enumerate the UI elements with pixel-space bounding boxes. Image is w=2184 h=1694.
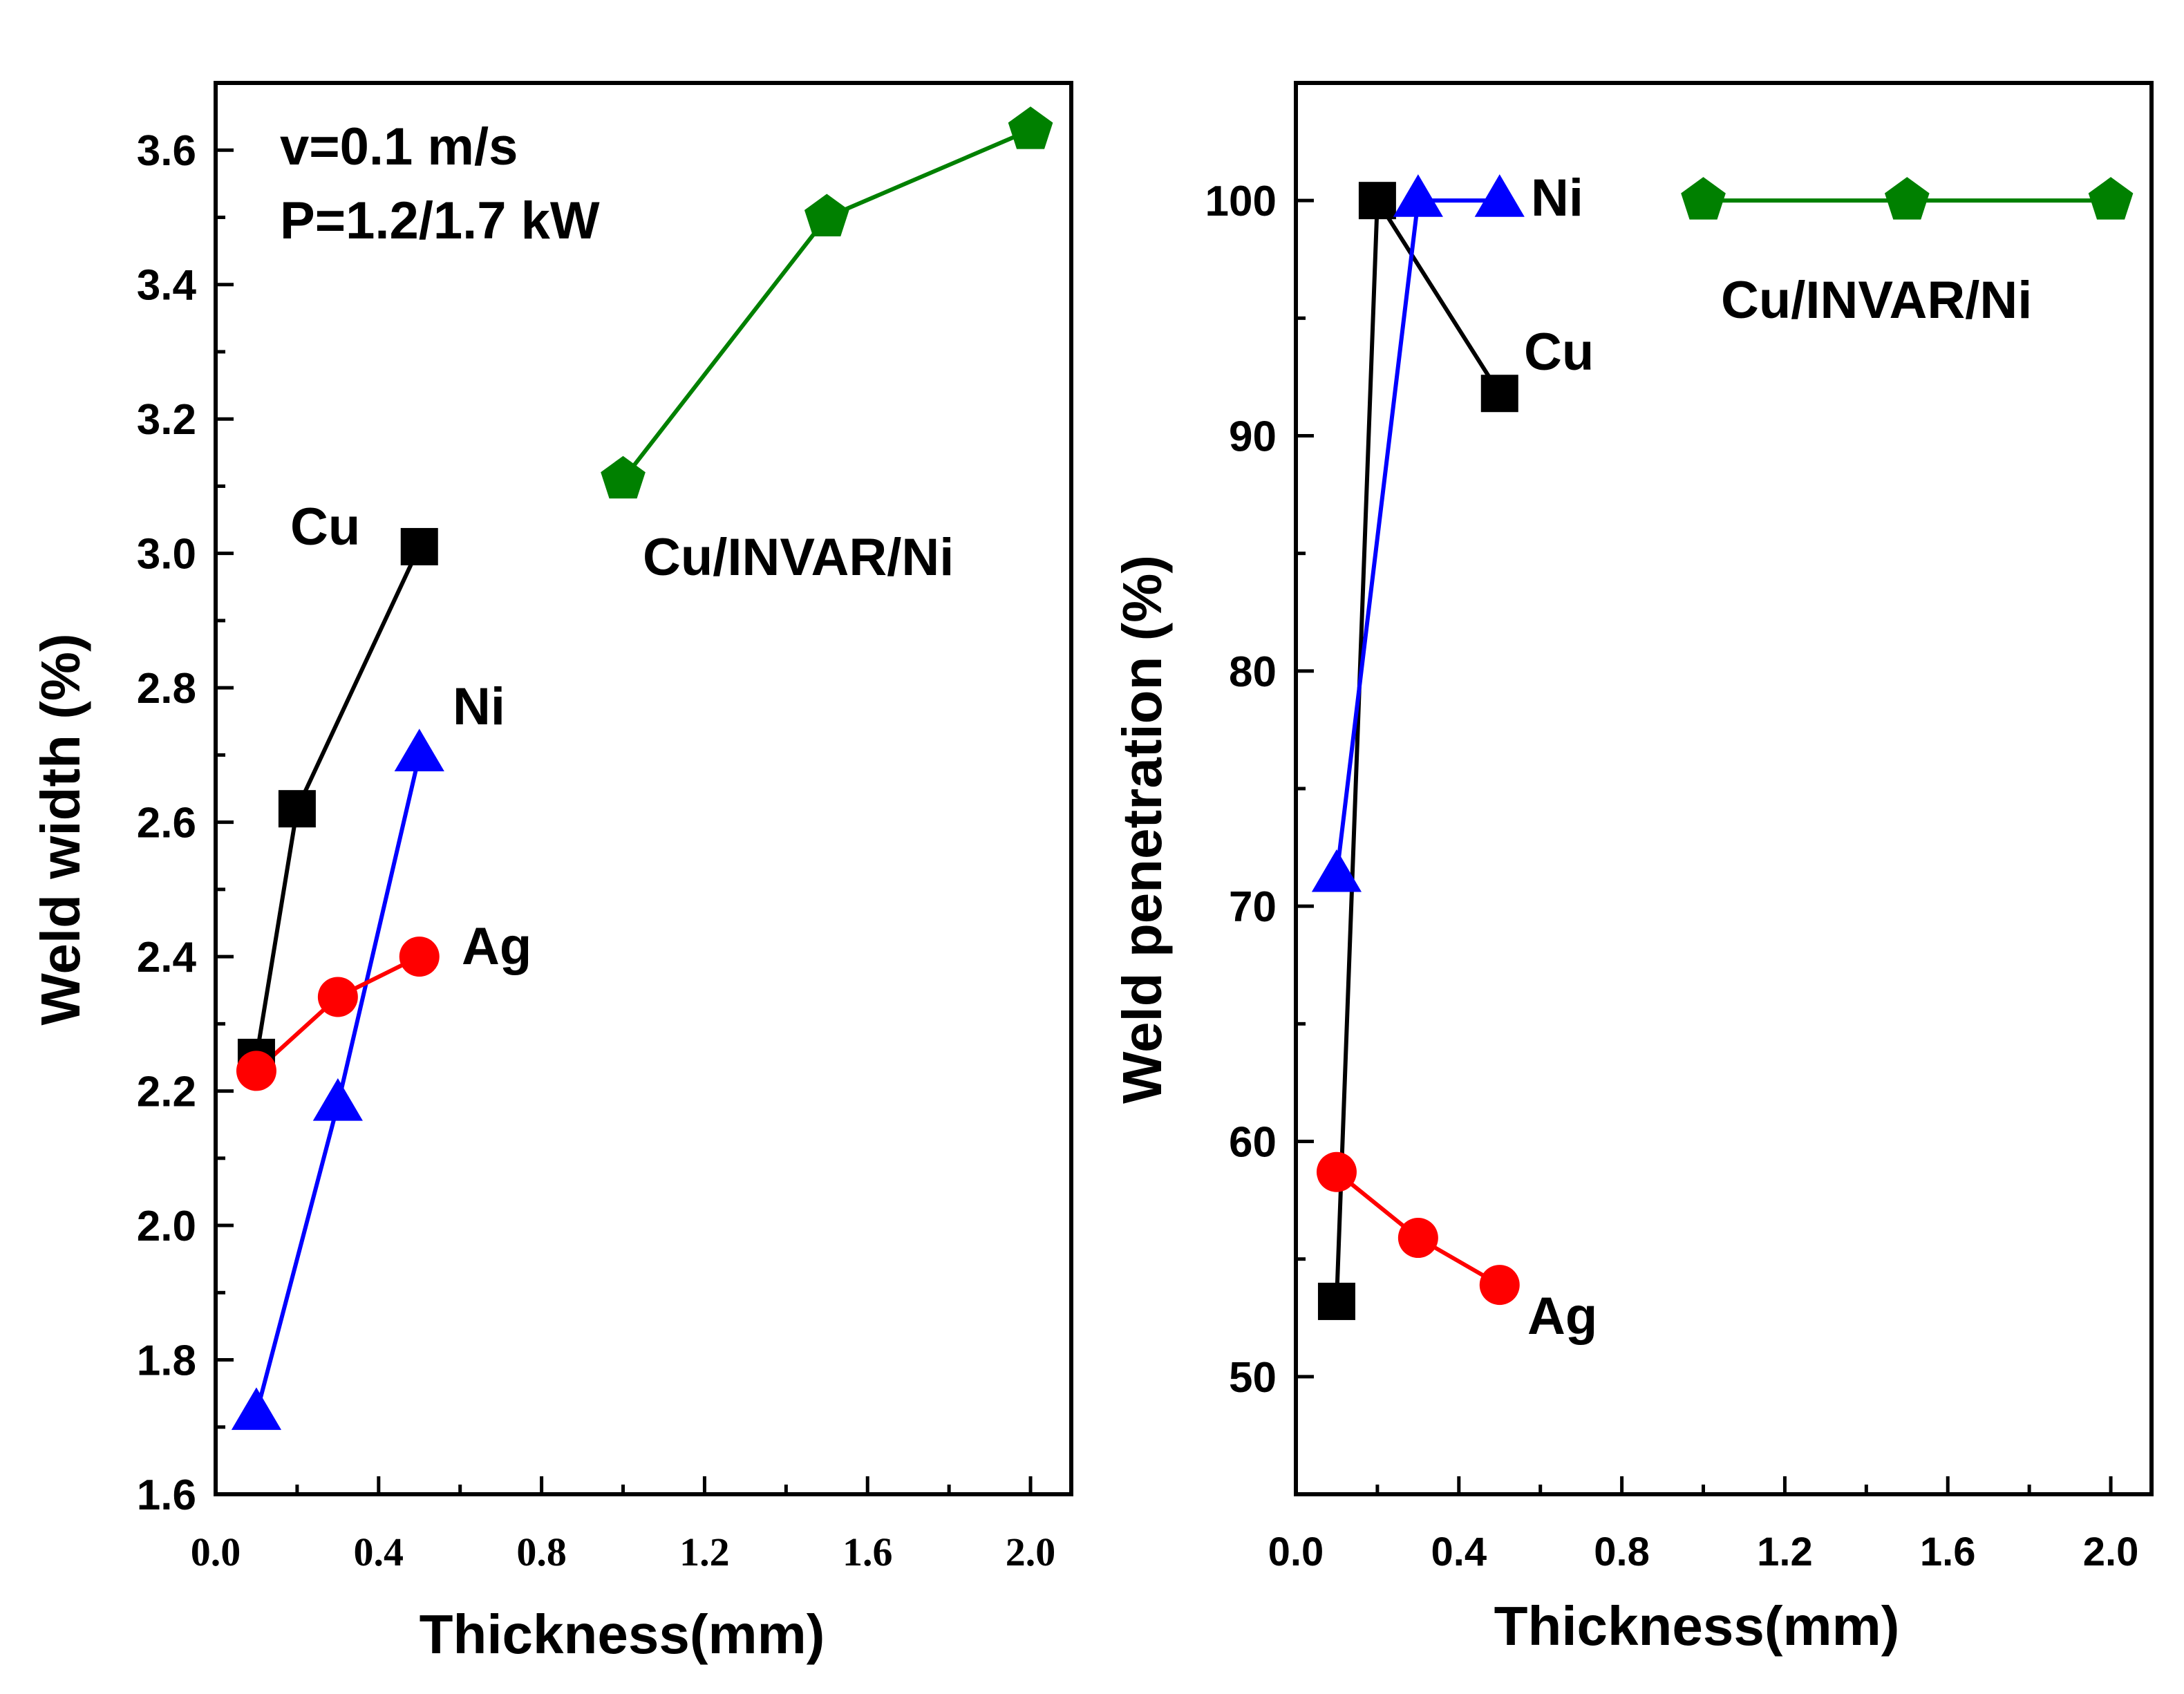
left-xtick-label-1: 0.4: [354, 1530, 404, 1574]
right-label-ag: Ag: [1527, 1287, 1597, 1346]
right-series-markers: [1311, 174, 2134, 1320]
right-point-cu-invar-ni-0: [1681, 177, 1726, 220]
left-ytick-label-1: 1.8: [137, 1337, 196, 1385]
left-ytick-label-10: 3.6: [137, 127, 196, 175]
left-point-ag-2: [399, 937, 440, 977]
left-label-cu-invar-ni: Cu/INVAR/Ni: [643, 528, 954, 587]
left-point-ni-0: [231, 1387, 282, 1430]
left-ytick-label-8: 3.2: [137, 396, 196, 444]
right-label-cu: Cu: [1524, 323, 1594, 382]
right-ytick-label-3: 80: [1229, 648, 1277, 696]
right-line-ni: [1334, 198, 1500, 876]
weld-width-chart: 1.6 1.8 2.0 2.2 2.4 2.6 2.8 3.0 3.2 3.4 3.6 0.0 0.4 0…: [30, 81, 1073, 1665]
left-ytick-label-6: 2.8: [137, 665, 196, 713]
right-x-axis-title: Thickness(mm): [1494, 1595, 1900, 1657]
left-point-cu-invar-ni-2: [1008, 106, 1053, 149]
left-point-cu-invar-ni-0: [601, 455, 646, 499]
right-point-cu-invar-ni-2: [2088, 177, 2134, 220]
left-point-ag-0: [236, 1051, 276, 1091]
right-point-cu-0: [1317, 1282, 1355, 1320]
right-point-ni-0: [1311, 849, 1362, 892]
power-annotation: P=1.2/1.7 kW: [280, 191, 600, 250]
left-series-lines: [254, 128, 1032, 1415]
right-label-cu-invar-ni: Cu/INVAR/Ni: [1721, 271, 2032, 330]
right-xtick-label-0: 0.0: [1268, 1530, 1324, 1574]
left-point-cu-2: [400, 527, 438, 565]
right-point-ag-1: [1397, 1218, 1438, 1259]
left-xtick-label-3: 1.2: [679, 1530, 730, 1574]
left-label-cu: Cu: [290, 498, 360, 556]
right-point-ni-1: [1393, 174, 1443, 217]
left-xtick-label-5: 2.0: [1006, 1530, 1056, 1574]
left-point-cu-invar-ni-1: [804, 194, 849, 236]
left-ytick-label-2: 2.0: [137, 1203, 196, 1250]
right-xtick-label-3: 1.2: [1757, 1530, 1813, 1574]
right-ytick-label-2: 70: [1229, 883, 1277, 931]
left-ytick-label-9: 3.4: [137, 262, 197, 310]
right-series-lines: [1334, 194, 2111, 1302]
right-point-cu-1: [1358, 182, 1396, 220]
right-xtick-label-5: 2.0: [2083, 1530, 2139, 1574]
right-y-axis-title: Weld penetration (%): [1111, 555, 1173, 1104]
right-xtick-label-4: 1.6: [1920, 1530, 1976, 1574]
left-line-cu-invar-ni: [621, 128, 1032, 481]
left-tick-marks: 1.6 1.8 2.0 2.2 2.4 2.6 2.8 3.0 3.2 3.4 3.6 0.0 0.4 0…: [137, 127, 1056, 1574]
left-xtick-label-0: 0.0: [191, 1530, 241, 1574]
right-xtick-label-2: 0.8: [1594, 1530, 1650, 1574]
left-ytick-label-3: 2.2: [137, 1069, 196, 1116]
left-xtick-label-2: 0.8: [516, 1530, 567, 1574]
right-point-cu-invar-ni-1: [1884, 177, 1930, 220]
right-point-ag-2: [1479, 1265, 1520, 1306]
right-xtick-label-1: 0.4: [1431, 1530, 1487, 1574]
left-label-ni: Ni: [453, 677, 505, 736]
left-point-ni-2: [394, 728, 444, 771]
left-point-ni-1: [312, 1078, 363, 1121]
left-point-cu-1: [278, 790, 316, 828]
right-ytick-label-0: 50: [1229, 1354, 1277, 1402]
right-point-ni-2: [1474, 174, 1525, 217]
right-ytick-label-5: 100: [1205, 178, 1277, 225]
right-line-cu: [1334, 194, 1502, 1302]
left-xtick-label-4: 1.6: [842, 1530, 893, 1574]
left-point-ag-1: [317, 977, 358, 1017]
left-x-axis-title: Thickness(mm): [420, 1603, 825, 1665]
left-ytick-label-5: 2.6: [137, 800, 196, 847]
right-point-ag-0: [1316, 1151, 1357, 1192]
right-ytick-label-4: 90: [1229, 413, 1277, 461]
left-ytick-label-7: 3.0: [137, 531, 196, 578]
right-label-ni: Ni: [1531, 169, 1583, 227]
speed-annotation: v=0.1 m/s: [280, 117, 518, 176]
weld-penetration-chart: 50 60 70 80 90 100 0.0 0.4 0.8 1.2 1.6 2.0 Ni Cu Ag…: [1111, 81, 2154, 1657]
right-point-cu-2: [1480, 375, 1518, 413]
left-plot-frame: [214, 81, 1073, 1496]
left-ytick-label-0: 1.6: [137, 1471, 196, 1519]
left-label-ag: Ag: [462, 917, 531, 976]
left-ytick-label-4: 2.4: [137, 934, 197, 981]
left-series-markers: [231, 106, 1053, 1430]
right-tick-marks: 50 60 70 80 90 100 0.0 0.4 0.8 1.2 1.6 2.0: [1205, 178, 2139, 1574]
left-y-axis-title: Weld width (%): [30, 633, 91, 1025]
right-ytick-label-1: 60: [1229, 1119, 1277, 1167]
